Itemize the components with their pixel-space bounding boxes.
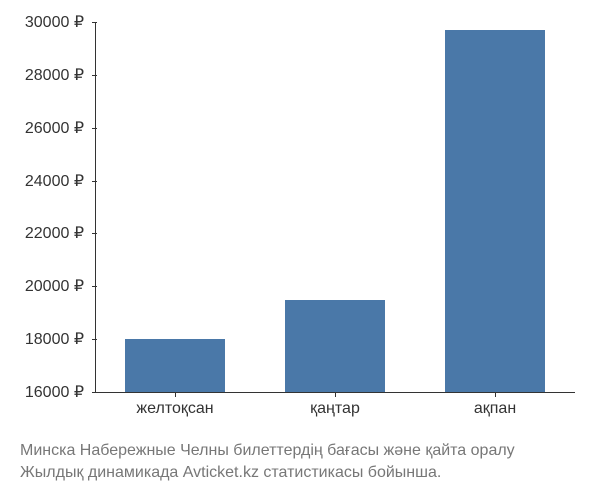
y-tick-mark: [92, 392, 97, 393]
bar: [445, 30, 544, 392]
y-tick-mark: [92, 286, 97, 287]
caption-line-1: Минска Набережные Челны билеттердің баға…: [20, 440, 580, 462]
bar: [125, 339, 224, 392]
y-tick-label: 24000 ₽: [25, 171, 84, 191]
plot-area: [95, 22, 575, 392]
x-tick-label: желтоқсан: [136, 400, 213, 418]
y-tick-label: 26000 ₽: [25, 118, 84, 138]
y-tick-label: 22000 ₽: [25, 223, 84, 243]
bar-chart: 16000 ₽ 18000 ₽ 20000 ₽ 22000 ₽ 24000 ₽ 26000…: [0, 10, 600, 430]
x-tick-label: қаңтар: [310, 400, 360, 418]
x-tick-mark: [495, 392, 496, 397]
caption-line-2: Жылдық динамикада Avticket.kz статистика…: [20, 462, 580, 484]
y-tick-label: 16000 ₽: [25, 382, 84, 402]
y-axis: 16000 ₽18000 ₽20000 ₽22000 ₽24000 ₽26000…: [0, 22, 90, 392]
y-tick-label: 18000 ₽: [25, 329, 84, 349]
y-tick-mark: [92, 22, 97, 23]
y-tick-label: 28000 ₽: [25, 65, 84, 85]
y-tick-mark: [92, 233, 97, 234]
y-tick-mark: [92, 339, 97, 340]
y-tick-mark: [92, 128, 97, 129]
y-tick-label: 20000 ₽: [25, 276, 84, 296]
y-tick-mark: [92, 181, 97, 182]
bar: [285, 300, 384, 393]
x-tick-label: ақпан: [474, 400, 516, 418]
y-tick-label: 30000 ₽: [25, 12, 84, 32]
x-tick-mark: [175, 392, 176, 397]
y-tick-mark: [92, 75, 97, 76]
chart-caption: Минска Набережные Челны билеттердің баға…: [20, 440, 580, 485]
x-tick-mark: [335, 392, 336, 397]
